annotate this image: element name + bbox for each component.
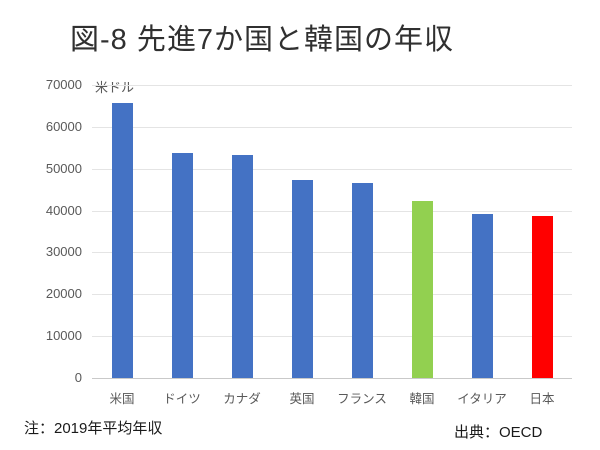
gridline-10000 (92, 336, 572, 338)
plot-area (92, 85, 572, 379)
x-tick-label-4: フランス (337, 392, 387, 406)
bar-0 (111, 102, 133, 378)
y-tick-label-50000: 50000 (45, 160, 82, 176)
gridline-40000 (92, 210, 572, 212)
source-note: 出典：OECD (454, 424, 543, 441)
bar-5 (411, 201, 433, 378)
x-tick-label-2: カナダ (223, 392, 261, 406)
y-tick-label-10000: 10000 (45, 328, 82, 344)
y-tick-label-60000: 60000 (45, 118, 82, 134)
gridline-70000 (92, 85, 572, 86)
bar-1 (171, 153, 193, 378)
bar-4 (351, 182, 373, 378)
gridline-60000 (92, 126, 572, 128)
y-tick-label-0: 0 (74, 370, 82, 385)
y-tick-label-40000: 40000 (45, 202, 82, 218)
bar-3 (291, 180, 313, 378)
bar-2 (231, 154, 253, 378)
gridline-30000 (92, 252, 572, 254)
footnote: 注：2019年平均年収 (24, 420, 163, 437)
bar-7 (531, 216, 553, 378)
y-tick-label-30000: 30000 (45, 244, 82, 260)
y-tick-label-70000: 70000 (45, 77, 82, 92)
y-axis-unit-label: 米ドル (95, 80, 135, 95)
x-tick-label-6: イタリア (457, 392, 507, 406)
gridline-20000 (92, 294, 572, 296)
bar-6 (471, 213, 493, 378)
x-tick-label-7: 日本 (529, 392, 555, 406)
x-tick-label-3: 英国 (289, 392, 315, 406)
x-tick-label-5: 韓国 (409, 392, 435, 406)
y-tick-label-20000: 20000 (45, 286, 82, 302)
x-tick-label-0: 米国 (109, 392, 135, 406)
gridline-50000 (92, 168, 572, 170)
chart-title: 図-8 先進7か国と韓国の年収 (70, 24, 454, 56)
x-tick-label-1: ドイツ (163, 392, 201, 406)
